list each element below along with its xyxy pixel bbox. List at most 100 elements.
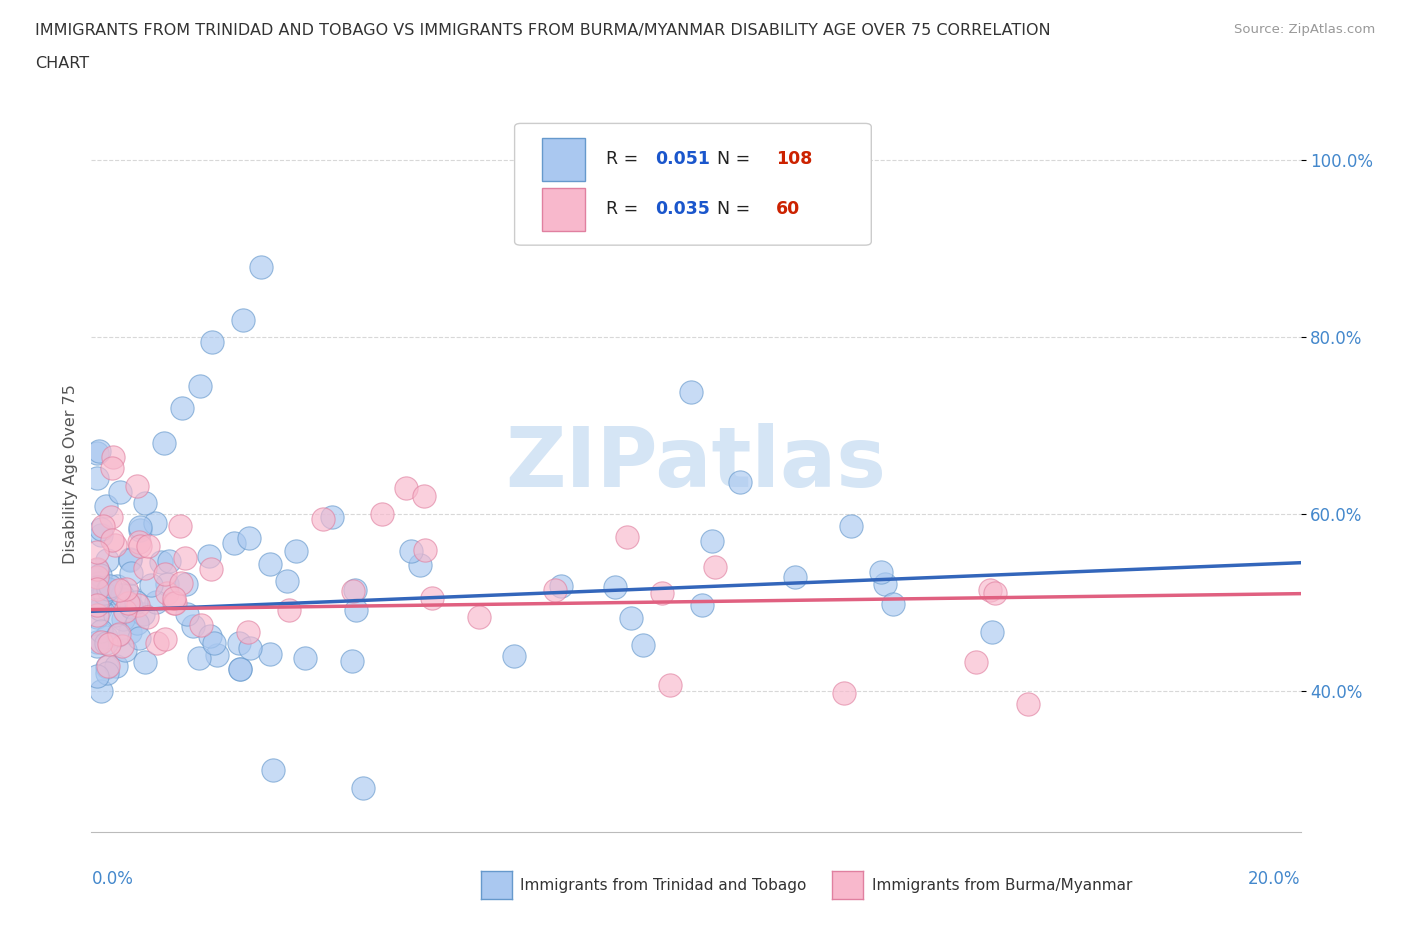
- Point: [90, 578, 112, 592]
- Point: [90, 634, 112, 649]
- Text: CHART: CHART: [35, 56, 89, 71]
- Point: [120, 600, 142, 615]
- Point: [605, 579, 627, 594]
- Point: [395, 480, 418, 495]
- FancyBboxPatch shape: [543, 138, 585, 180]
- Point: [188, 379, 211, 393]
- Point: [163, 591, 186, 605]
- Point: [633, 638, 655, 653]
- Point: [94, 630, 117, 644]
- Point: [86, 579, 108, 594]
- Point: [136, 609, 159, 624]
- Point: [150, 554, 173, 569]
- Point: [96, 659, 118, 674]
- Point: [89, 576, 111, 591]
- Point: [153, 631, 176, 646]
- Text: 108: 108: [776, 150, 813, 168]
- Point: [1018, 697, 1040, 711]
- Point: [117, 595, 139, 610]
- Point: [104, 538, 127, 552]
- Point: [420, 591, 443, 605]
- Point: [321, 510, 343, 525]
- Point: [730, 474, 752, 489]
- Text: 0.0%: 0.0%: [91, 870, 134, 888]
- Point: [127, 615, 149, 630]
- Point: [198, 548, 221, 563]
- Point: [681, 385, 703, 400]
- Text: ZIPatlas: ZIPatlas: [506, 423, 886, 504]
- Point: [188, 650, 211, 665]
- Point: [91, 518, 114, 533]
- Point: [129, 519, 152, 534]
- Point: [111, 591, 134, 606]
- Point: [979, 583, 1001, 598]
- Point: [980, 625, 1002, 640]
- Point: [114, 582, 136, 597]
- Point: [229, 661, 252, 676]
- Point: [96, 635, 118, 650]
- Point: [101, 449, 124, 464]
- Point: [550, 578, 572, 593]
- Point: [129, 523, 152, 538]
- Point: [965, 654, 987, 669]
- Point: [107, 583, 129, 598]
- Point: [658, 677, 681, 692]
- Point: [90, 522, 112, 537]
- Point: [128, 539, 150, 554]
- Point: [90, 624, 112, 639]
- Point: [249, 259, 271, 274]
- Point: [344, 603, 367, 618]
- Point: [201, 334, 224, 349]
- FancyBboxPatch shape: [515, 124, 872, 246]
- Point: [114, 604, 136, 618]
- Text: 60: 60: [776, 201, 800, 219]
- Point: [86, 581, 108, 596]
- Text: IMMIGRANTS FROM TRINIDAD AND TOBAGO VS IMMIGRANTS FROM BURMA/MYANMAR DISABILITY : IMMIGRANTS FROM TRINIDAD AND TOBAGO VS I…: [35, 23, 1050, 38]
- Point: [690, 598, 713, 613]
- Point: [176, 606, 198, 621]
- Point: [409, 558, 432, 573]
- Point: [228, 662, 250, 677]
- Point: [86, 471, 108, 485]
- Point: [198, 629, 221, 644]
- Point: [134, 655, 156, 670]
- Point: [616, 529, 638, 544]
- Point: [97, 659, 120, 674]
- Text: N =: N =: [706, 201, 755, 219]
- Point: [107, 628, 129, 643]
- Point: [132, 606, 155, 621]
- Point: [86, 635, 108, 650]
- Text: R =: R =: [606, 150, 644, 168]
- Point: [87, 571, 110, 586]
- Point: [93, 586, 115, 601]
- Point: [125, 594, 148, 609]
- Point: [207, 647, 229, 662]
- Point: [875, 577, 897, 591]
- Point: [110, 485, 132, 499]
- Point: [89, 567, 111, 582]
- Point: [228, 635, 250, 650]
- Point: [702, 533, 724, 548]
- Point: [294, 651, 316, 666]
- Point: [90, 527, 112, 542]
- Point: [108, 626, 131, 641]
- Point: [174, 551, 197, 565]
- Point: [278, 603, 301, 618]
- Point: [89, 591, 111, 605]
- Point: [96, 666, 118, 681]
- Point: [143, 515, 166, 530]
- Point: [127, 479, 149, 494]
- Point: [401, 543, 423, 558]
- Point: [86, 597, 108, 612]
- Text: Source: ZipAtlas.com: Source: ZipAtlas.com: [1234, 23, 1375, 36]
- Point: [181, 618, 204, 633]
- Point: [238, 640, 260, 655]
- Point: [128, 534, 150, 549]
- Text: 0.051: 0.051: [655, 150, 710, 168]
- Point: [120, 565, 142, 580]
- Point: [100, 510, 122, 525]
- Point: [86, 570, 108, 585]
- Point: [104, 607, 127, 622]
- Point: [94, 498, 117, 513]
- Point: [169, 576, 191, 591]
